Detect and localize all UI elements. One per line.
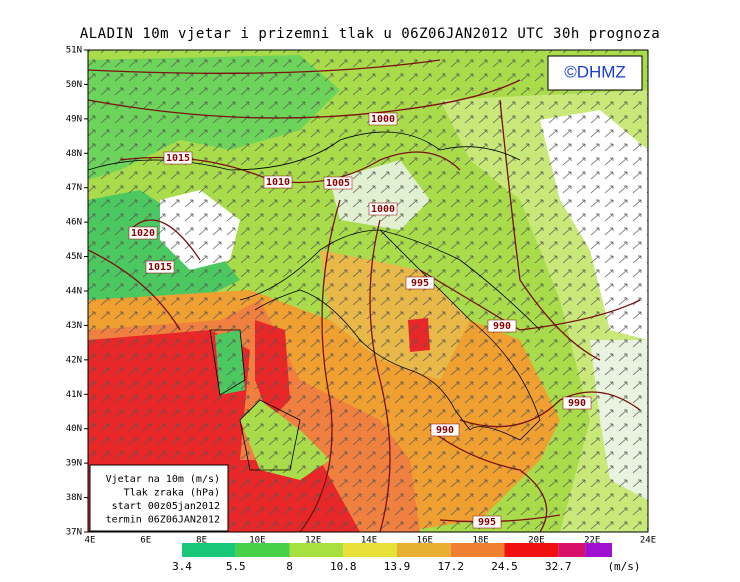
title: ALADIN 10m vjetar i prizemni tlak u 06Z0… <box>80 26 660 42</box>
isobar-label: 990 <box>493 321 511 332</box>
colorbar-swatch <box>289 543 344 557</box>
info-box <box>89 464 229 532</box>
isobar-label-bg <box>368 202 398 216</box>
lon-label: 12E <box>305 536 321 546</box>
colorbar-swatch <box>343 543 397 557</box>
colorbar-label: 24.5 <box>491 560 518 573</box>
isobar-label-bg <box>562 396 592 410</box>
lon-label: 16E <box>417 536 433 546</box>
isobar-label: 1010 <box>266 177 290 188</box>
lat-label: 38N <box>66 493 82 503</box>
info-line: Vjetar na 10m (m/s) <box>106 474 220 485</box>
lat-label: 42N <box>66 355 82 365</box>
lat-label: 45N <box>66 252 82 262</box>
lon-label: 8E <box>196 536 207 546</box>
colorbar-label: 5.5 <box>226 560 246 573</box>
lat-label: 49N <box>66 114 82 124</box>
isobar-label: 1005 <box>326 178 350 189</box>
lon-label: 14E <box>361 536 377 546</box>
lat-label: 40N <box>66 424 82 434</box>
isobar-label: 1020 <box>131 228 155 239</box>
isobar-label-bg <box>323 176 353 190</box>
colorbar-label: 8 <box>286 560 293 573</box>
isobar-label: 1000 <box>371 204 395 215</box>
info-line: Tlak zraka (hPa) <box>124 488 220 499</box>
colorbar-label: 3.4 <box>172 560 192 573</box>
isobar-label-bg <box>487 319 517 333</box>
colorbar-swatch <box>504 543 559 557</box>
lat-label: 50N <box>66 80 82 90</box>
colorbar-label: 13.9 <box>384 560 411 573</box>
info-line: termin 06Z06JAN2012 <box>106 515 220 526</box>
lon-label: 18E <box>472 536 488 546</box>
colorbar-swatch <box>182 543 236 557</box>
info-line: start 00z05jan2012 <box>112 501 220 512</box>
isobar-label-bg <box>263 175 293 189</box>
lat-label: 43N <box>66 321 82 331</box>
colorbar-swatch <box>235 543 290 557</box>
lon-label: 6E <box>140 536 151 546</box>
colorbar-swatch <box>450 543 505 557</box>
lat-label: 37N <box>66 528 82 538</box>
isobar-label: 1015 <box>148 262 172 273</box>
lon-label: 4E <box>85 536 96 546</box>
logo: ©DHMZ <box>564 62 626 81</box>
lat-label: 48N <box>66 149 82 159</box>
lon-label: 22E <box>584 536 600 546</box>
logo-box <box>547 55 643 91</box>
isobar-label-bg <box>405 276 435 290</box>
isobar-label-bg <box>430 423 460 437</box>
isobar-label: 990 <box>568 398 586 409</box>
lat-label: 47N <box>66 183 82 193</box>
isobar-label-bg <box>368 112 398 126</box>
colorbar-label: 17.2 <box>438 560 465 573</box>
isobar-label-bg <box>145 260 175 274</box>
lat-label: 44N <box>66 287 82 297</box>
lon-label: 24E <box>640 536 656 546</box>
isobar-label: 990 <box>436 425 454 436</box>
colorbar-unit: (m/s) <box>607 560 640 573</box>
isobar-label-bg <box>472 515 502 529</box>
colorbar-swatch <box>585 543 612 557</box>
lat-label: 51N <box>66 46 82 56</box>
map <box>88 50 648 532</box>
lon-label: 20E <box>528 536 544 546</box>
isobar-label: 995 <box>411 278 429 289</box>
isobar-label: 1000 <box>371 114 395 125</box>
colorbar-label: 32.7 <box>545 560 572 573</box>
isobar-label-bg <box>163 151 193 165</box>
colorbar-swatch <box>397 543 451 557</box>
isobar-label-bg <box>128 226 158 240</box>
colorbar-swatch <box>558 543 586 557</box>
isobar-label: 1015 <box>166 153 190 164</box>
lat-label: 39N <box>66 459 82 469</box>
lat-label: 46N <box>66 218 82 228</box>
isobar-label: 995 <box>478 517 496 528</box>
colorbar-label: 10.8 <box>330 560 357 573</box>
lat-label: 41N <box>66 390 82 400</box>
lon-label: 10E <box>249 536 265 546</box>
